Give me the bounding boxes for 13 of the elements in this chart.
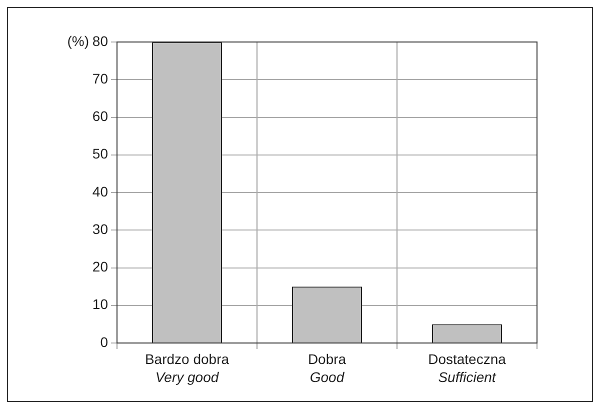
y-axis-title: (%) (67, 32, 89, 49)
y-tick-label: 70 (92, 70, 108, 86)
y-tick-label: 20 (92, 258, 108, 275)
y-tick-label: 50 (92, 146, 108, 162)
x-tick-label: Dostateczna Sufficient (428, 350, 506, 385)
y-tick-label: 0 (100, 334, 108, 350)
y-tick-label: 30 (92, 220, 108, 237)
y-tick-label: 60 (92, 108, 108, 124)
y-tick-label: 80 (92, 32, 108, 49)
y-tick-label: 40 (92, 183, 108, 200)
x-tick-label: Dobra Good (308, 350, 346, 385)
y-tick-label: 10 (92, 296, 108, 312)
x-tick-label: Bardzo dobra Very good (144, 350, 230, 385)
